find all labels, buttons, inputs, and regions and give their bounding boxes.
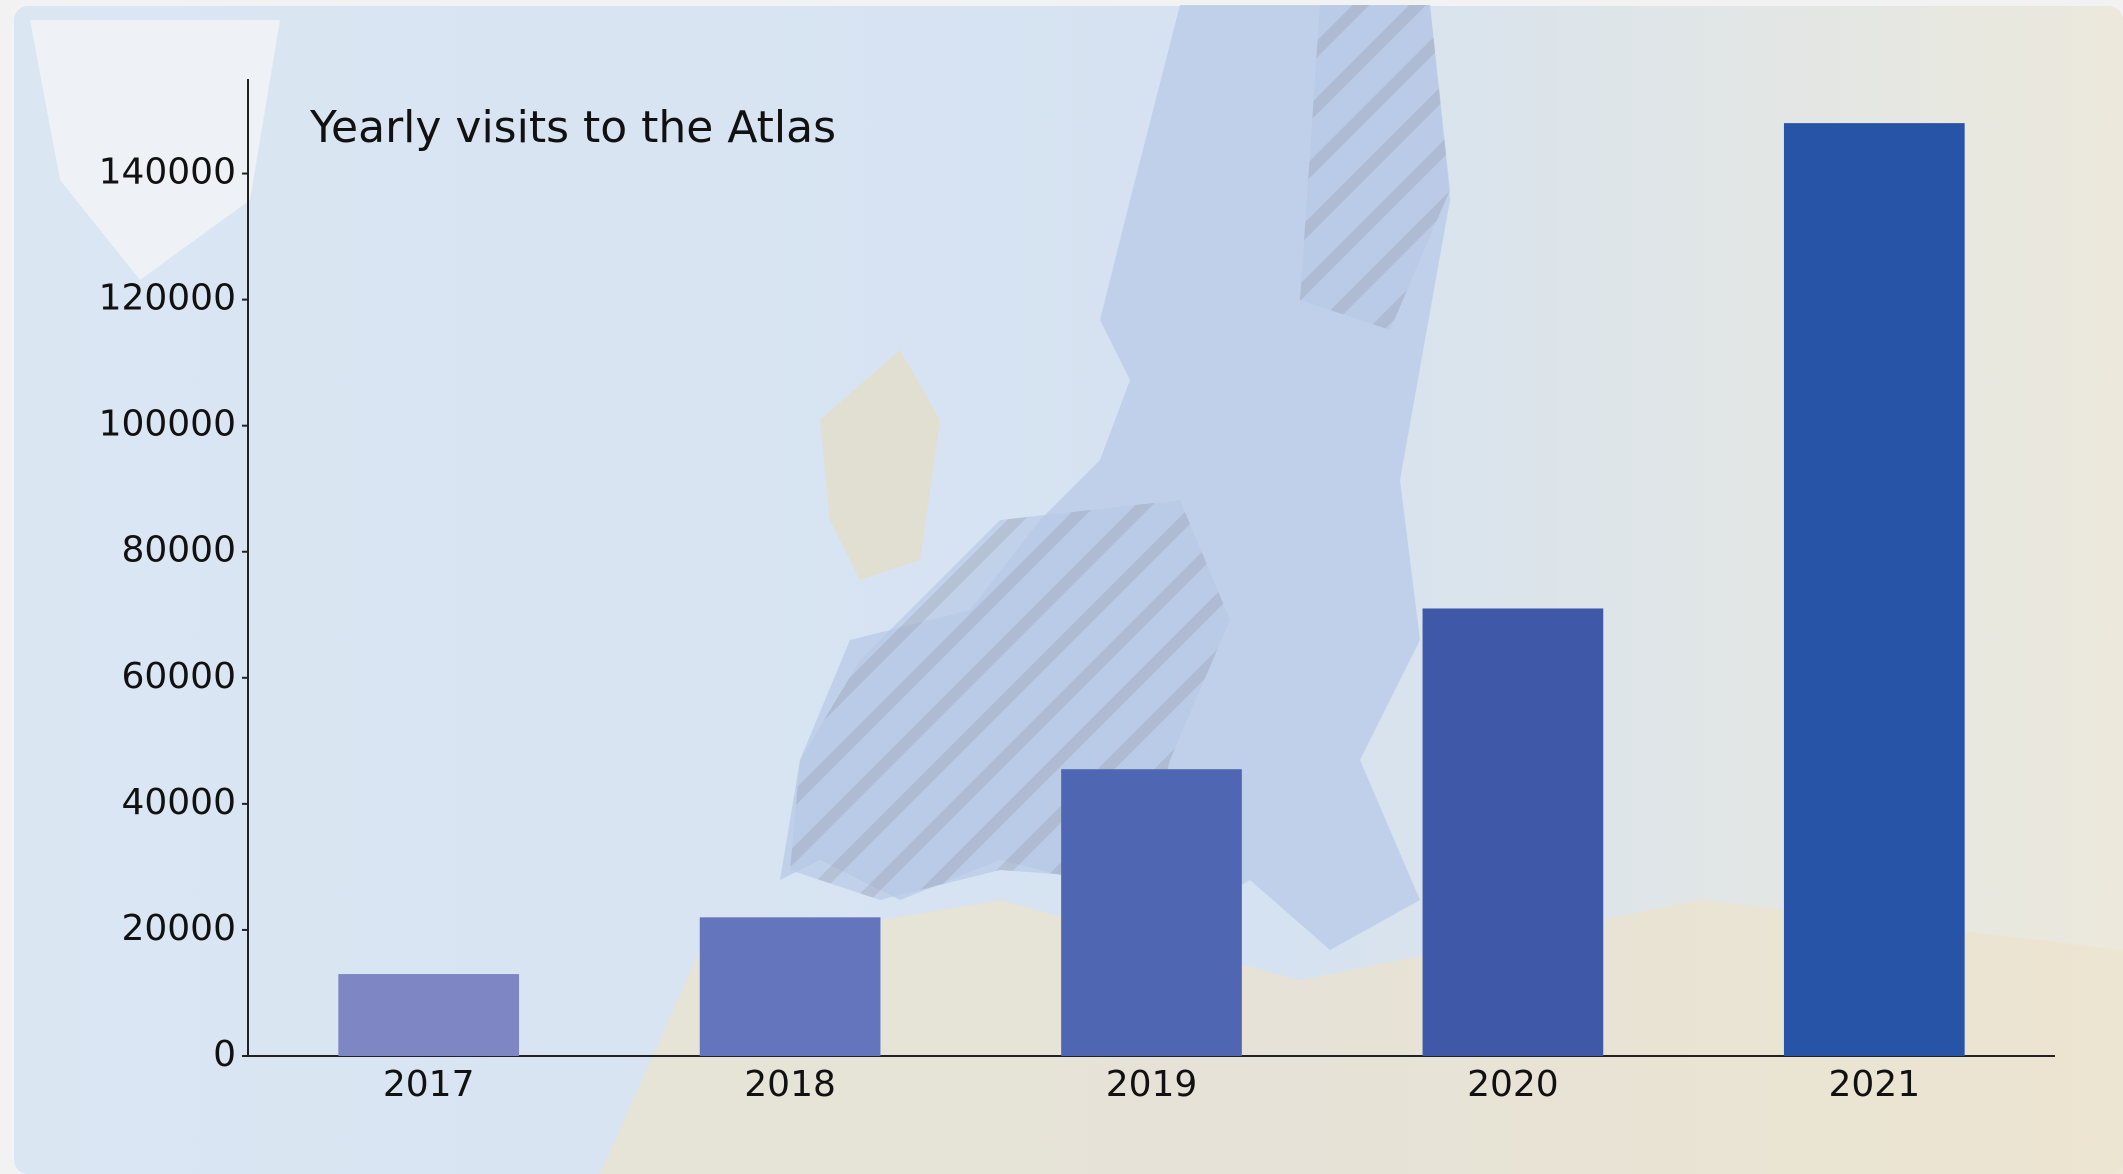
chart-title: Yearly visits to the Atlas <box>309 102 836 153</box>
map-region <box>1300 5 1450 330</box>
y-tick-label: 80000 <box>121 530 236 571</box>
bar <box>1422 608 1604 1056</box>
x-tick-label: 2018 <box>744 1064 836 1105</box>
map-region <box>600 900 2123 1174</box>
bar <box>1061 769 1242 1056</box>
x-tick-label: 2020 <box>1467 1064 1559 1105</box>
x-tick-label: 2019 <box>1106 1064 1198 1105</box>
bar <box>699 917 881 1056</box>
x-tick-label: 2017 <box>383 1064 475 1105</box>
y-tick-label: 40000 <box>121 782 236 823</box>
map-region <box>30 20 280 280</box>
y-tick-label: 0 <box>213 1034 236 1075</box>
bar <box>1783 123 1965 1057</box>
y-tick-label: 20000 <box>121 908 236 949</box>
y-tick-label: 60000 <box>121 656 236 697</box>
bar <box>338 974 520 1056</box>
y-tick-label: 100000 <box>99 404 236 445</box>
map-region <box>820 350 940 580</box>
x-tick-label: 2021 <box>1828 1064 1920 1105</box>
y-tick-label: 120000 <box>99 278 236 319</box>
y-tick-label: 140000 <box>99 152 236 193</box>
